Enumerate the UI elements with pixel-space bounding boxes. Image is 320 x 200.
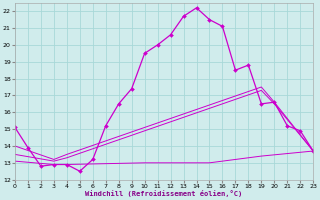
X-axis label: Windchill (Refroidissement éolien,°C): Windchill (Refroidissement éolien,°C) <box>85 190 243 197</box>
